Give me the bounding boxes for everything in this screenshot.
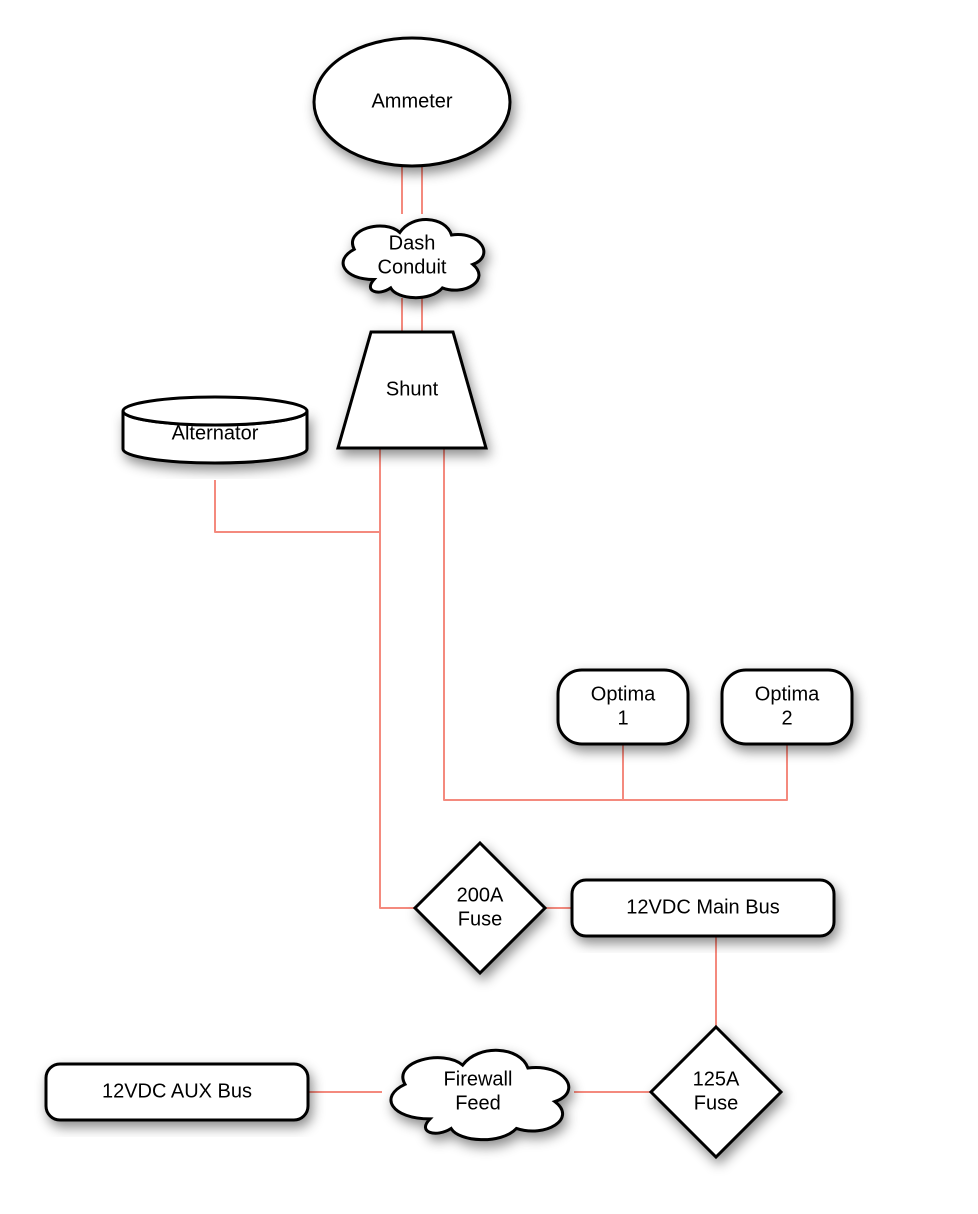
optima2-label-1: 2	[781, 707, 792, 729]
fuse200-label-0: 200A	[457, 884, 504, 906]
node-alternator: Alternator	[123, 397, 307, 463]
edge-7	[623, 744, 787, 800]
auxBus-label: 12VDC AUX Bus	[102, 1080, 252, 1102]
node-auxBus: 12VDC AUX Bus	[46, 1064, 308, 1120]
edge-5	[380, 448, 416, 908]
optima1-label-1: 1	[617, 707, 628, 729]
fuse200-label-1: Fuse	[458, 908, 502, 930]
edge-6	[444, 448, 623, 800]
alternator-label: Alternator	[172, 422, 259, 444]
node-fuse200: 200AFuse	[415, 843, 545, 973]
fuse125-label-0: 125A	[693, 1068, 740, 1090]
nodes-layer: AmmeterDashConduitShuntAlternatorOptima1…	[46, 38, 852, 1157]
ammeter-label: Ammeter	[371, 90, 452, 112]
node-optima2: Optima2	[722, 670, 852, 744]
firewall-label-1: Feed	[455, 1092, 501, 1114]
dashConduit-label-1: Conduit	[378, 256, 447, 278]
firewall-label-0: Firewall	[444, 1068, 513, 1090]
node-fuse125: 125AFuse	[651, 1027, 781, 1157]
optima1-label-0: Optima	[591, 683, 656, 705]
mainBus-label: 12VDC Main Bus	[626, 896, 779, 918]
dashConduit-label-0: Dash	[389, 232, 436, 254]
node-optima1: Optima1	[558, 670, 688, 744]
node-dashConduit: DashConduit	[343, 220, 484, 298]
optima2-label-0: Optima	[755, 683, 820, 705]
fuse125-label-1: Fuse	[694, 1092, 738, 1114]
node-mainBus: 12VDC Main Bus	[572, 880, 834, 936]
node-shunt: Shunt	[338, 332, 486, 448]
node-ammeter: Ammeter	[314, 38, 510, 166]
shunt-label: Shunt	[386, 378, 439, 400]
node-firewall: FirewallFeed	[391, 1050, 569, 1139]
